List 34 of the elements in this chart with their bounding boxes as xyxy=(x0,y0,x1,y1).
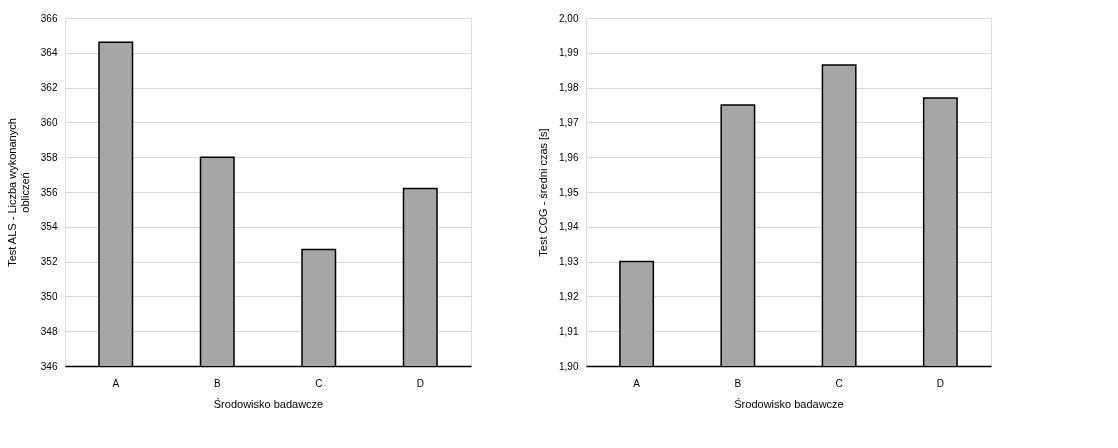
y-tick-label: 1,94 xyxy=(559,221,579,233)
y-tick-label: 2,00 xyxy=(559,12,579,24)
y-tick-label: 1,99 xyxy=(559,47,579,59)
y-tick-label: 1,91 xyxy=(559,325,579,337)
x-tick-label: D xyxy=(936,377,944,389)
x-tick-label: A xyxy=(112,377,120,389)
y-tick-label: 364 xyxy=(40,47,58,59)
y-tick-label: 1,93 xyxy=(559,256,579,268)
y-tick-label: 356 xyxy=(40,186,58,198)
x-tick-label: B xyxy=(734,377,742,389)
y-axis-title: Test COG - średni czas [s] xyxy=(537,128,550,257)
y-tick-label: 352 xyxy=(40,256,58,268)
x-tick-label: C xyxy=(835,377,843,389)
x-tick-label: A xyxy=(633,377,641,389)
y-tick-label: 1,97 xyxy=(559,116,579,128)
y-tick-label: 360 xyxy=(40,116,58,128)
x-tick-label: C xyxy=(315,377,323,389)
y-tick-label: 350 xyxy=(40,290,58,302)
y-tick-label: 1,90 xyxy=(559,360,579,372)
y-tick-label: 362 xyxy=(40,82,58,94)
y-axis-title: Test ALS - Liczba wykonanych obliczeń xyxy=(5,118,31,267)
x-tick-label: B xyxy=(213,377,221,389)
y-tick-label: 348 xyxy=(40,325,58,337)
x-axis-title: Środowisko badawcze xyxy=(213,397,324,410)
y-tick-label: 346 xyxy=(40,360,58,372)
y-tick-label: 1,92 xyxy=(559,290,579,302)
y-tick-label: 1,98 xyxy=(559,82,579,94)
y-tick-label: 358 xyxy=(40,151,58,163)
y-tick-label: 1,95 xyxy=(559,186,579,198)
y-tick-label: 354 xyxy=(40,221,58,233)
y-tick-label: 366 xyxy=(40,12,58,24)
x-axis-title: Środowisko badawcze xyxy=(734,397,844,410)
y-tick-label: 1,96 xyxy=(559,151,579,163)
x-tick-label: D xyxy=(416,377,424,389)
